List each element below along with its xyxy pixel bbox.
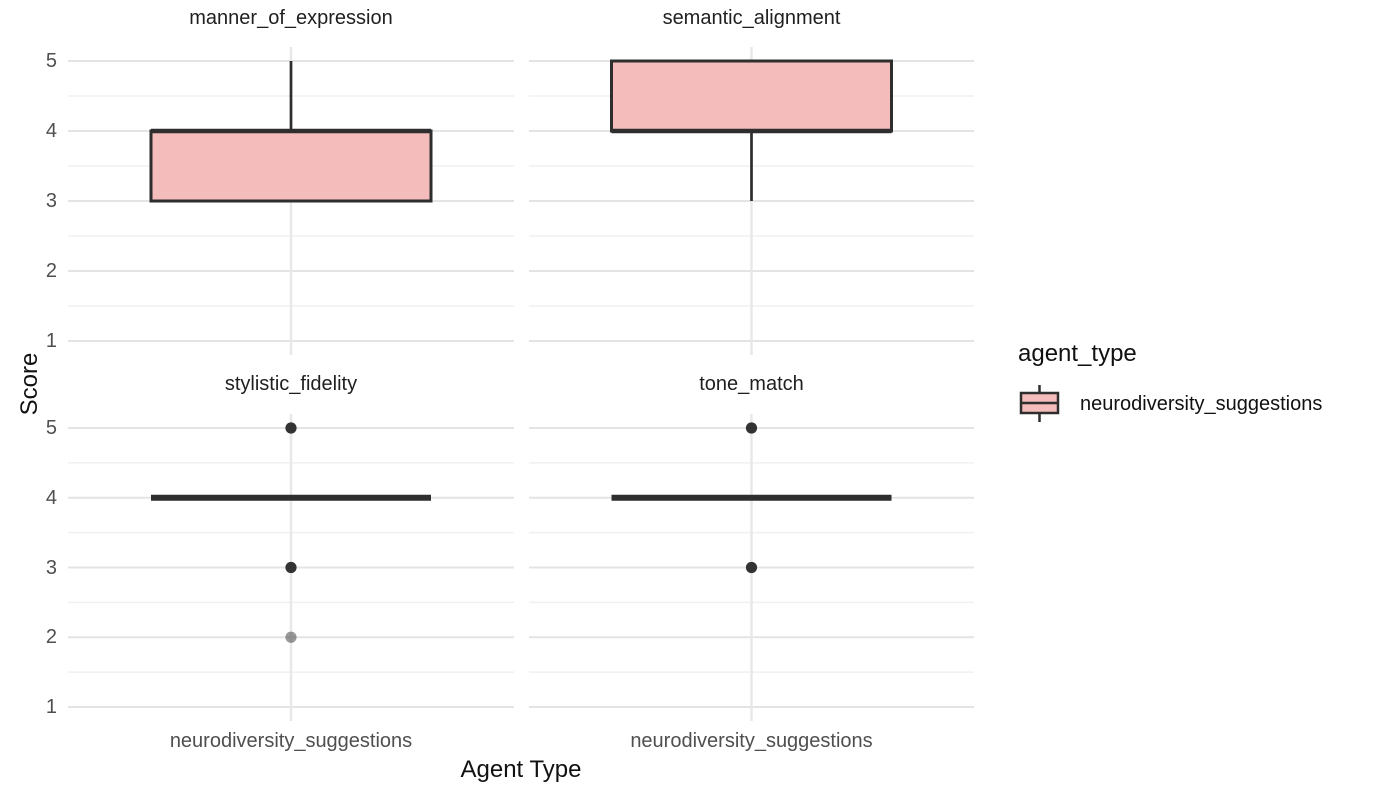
- x-tick-label: neurodiversity_suggestions: [630, 730, 873, 752]
- boxplot-key-icon: [1019, 385, 1060, 422]
- y-tick-label: 2: [45, 626, 57, 649]
- iqr-box: [149, 129, 433, 203]
- facet-panel-semantic_alignment: [529, 47, 974, 355]
- facet-panel-stylistic_fidelity: [68, 414, 514, 721]
- outlier-point: [745, 561, 758, 574]
- facet-title-stylistic_fidelity: stylistic_fidelity: [224, 373, 358, 395]
- iqr-box: [610, 59, 893, 133]
- outlier-point: [745, 422, 758, 434]
- x-tick-label: neurodiversity_suggestions: [169, 730, 413, 752]
- legend-entry: neurodiversity_suggestions: [1018, 384, 1322, 424]
- y-tick-label: 4: [45, 486, 57, 509]
- y-tick-label: 1: [45, 696, 57, 718]
- legend-title: agent_type: [1018, 340, 1137, 367]
- legend: agent_type neurodiversity_suggestions: [1018, 340, 1322, 424]
- outlier-point: [285, 561, 297, 574]
- facet-title-semantic_alignment: semantic_alignment: [662, 7, 841, 29]
- facet-title-tone_match: tone_match: [699, 373, 804, 395]
- y-tick-label: 5: [45, 50, 57, 72]
- facet-panel-manner_of_expression: [68, 47, 514, 355]
- y-axis-title: Score: [16, 352, 43, 416]
- x-axis-title: Agent Type: [460, 756, 582, 783]
- y-tick-label: 3: [45, 556, 57, 579]
- facet-title-manner_of_expression: manner_of_expression: [189, 7, 393, 29]
- y-tick-label: 1: [45, 330, 57, 352]
- y-tick-label: 4: [45, 120, 57, 142]
- legend-entry-label: neurodiversity_suggestions: [1080, 392, 1323, 415]
- y-tick-label: 3: [45, 190, 57, 212]
- y-tick-label: 2: [45, 260, 57, 282]
- outlier-point: [285, 422, 297, 434]
- facet-panel-tone_match: [529, 414, 974, 721]
- outlier-point: [285, 631, 297, 643]
- y-tick-label: 5: [45, 417, 57, 439]
